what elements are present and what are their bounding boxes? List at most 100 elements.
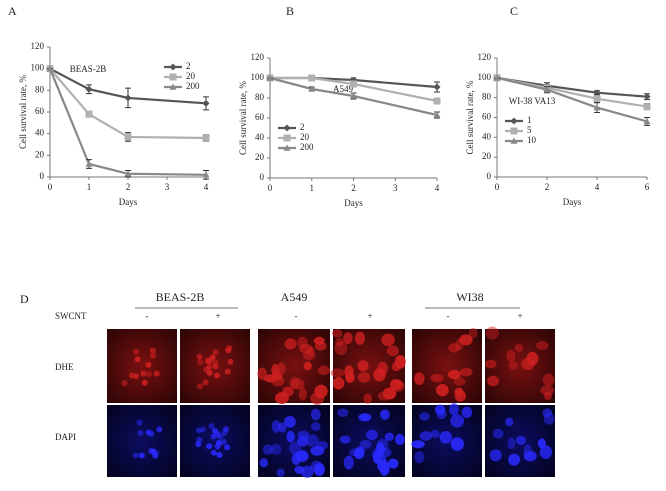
condition-label: + [517,311,522,321]
cell [121,380,128,387]
cell [206,358,213,365]
cell [384,432,395,442]
cell [149,448,156,455]
cell [140,370,147,377]
cell [515,435,527,445]
series-line [49,67,207,105]
y-tick-label: 20 [35,149,45,159]
marker [169,73,177,81]
micrograph [180,405,250,477]
cell [485,359,497,369]
cell [381,333,395,347]
x-tick-label: 1 [87,182,92,192]
cell [150,352,157,359]
marker [85,110,93,118]
condition-label: - [447,311,450,321]
cell [434,404,446,416]
x-tick-label: 2 [545,182,550,192]
y-tick-label: 100 [31,63,45,73]
y-tick-label: 40 [35,128,45,138]
cell [343,455,354,470]
y-tick-label: 80 [482,92,492,102]
cell [145,361,152,368]
cell-line-label: A549 [281,290,308,304]
cell [310,408,321,421]
marker [350,92,357,99]
cell [286,430,295,443]
marker [202,171,210,178]
chart-title: A549 [333,84,353,94]
treatment-label: SWCNT [55,311,87,321]
marker [308,74,316,82]
legend-label: 2 [186,61,191,71]
marker [350,80,357,88]
cell [450,437,464,451]
cell [354,331,365,345]
cell [133,373,140,380]
cell [203,366,210,373]
cell [196,353,203,360]
cell [317,365,331,376]
x-tick-label: 3 [393,183,398,193]
cell [489,449,502,462]
series-line [48,68,207,176]
series-line [269,76,438,117]
cell [492,428,504,439]
marker [202,134,210,142]
cell [298,387,307,401]
y-tick-label: 60 [482,112,492,122]
cell [145,429,152,436]
marker [510,117,518,125]
cell [156,426,163,433]
cell [134,356,141,363]
cell [508,453,521,466]
marker [433,97,441,105]
y-tick-label: 20 [482,151,492,161]
cell [448,343,460,353]
y-axis-label: Cell survival rate, % [18,75,28,149]
marker [643,117,651,125]
cell [330,368,345,378]
x-tick-label: 1 [310,183,315,193]
cell [430,373,444,383]
cell [208,423,215,430]
series-line [270,76,438,103]
y-tick-label: 20 [255,152,265,162]
cell [276,362,286,375]
cell [514,343,523,353]
cell [276,468,285,477]
panel-label: C [510,4,518,18]
cell [366,429,378,441]
cell [137,430,144,437]
cell [303,361,312,371]
x-tick-label: 4 [435,183,440,193]
panel-label: B [286,4,294,18]
cell [271,372,283,381]
cell [344,365,354,379]
y-tick-label: 80 [35,84,45,94]
cell [453,377,466,386]
cell [359,439,372,449]
cell [259,458,269,468]
cell [506,349,516,362]
cell [414,372,425,385]
cell [221,429,228,436]
cell [540,385,555,396]
stain-label: DAPI [55,432,76,442]
cell [485,326,499,340]
condition-label: + [215,311,220,321]
cell [197,359,204,366]
y-tick-label: 80 [255,92,265,102]
cell [380,409,390,420]
x-axis-label: Days [119,197,138,207]
y-tick-label: 120 [31,41,45,51]
cell [270,444,282,455]
cell [505,417,514,427]
y-tick-label: 0 [487,171,492,181]
x-axis-label: Days [344,198,363,208]
cell [290,378,305,390]
x-tick-label: 0 [268,183,273,193]
x-tick-label: 3 [165,182,170,192]
marker [46,65,54,72]
